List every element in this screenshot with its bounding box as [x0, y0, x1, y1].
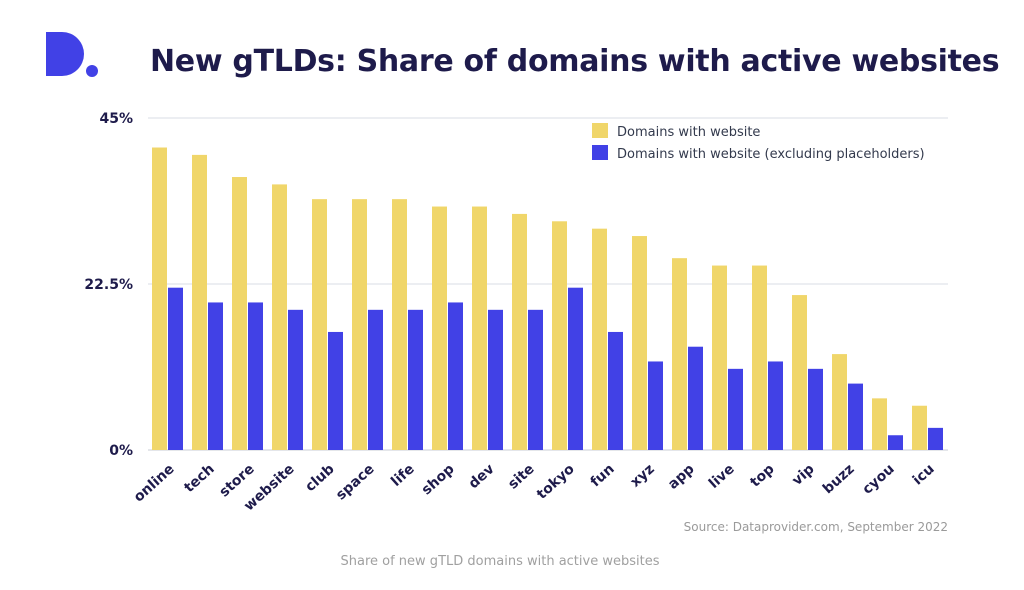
bars	[152, 147, 943, 450]
logo-dot	[86, 65, 98, 77]
bar-series1	[432, 206, 447, 450]
bar-series2	[208, 302, 223, 450]
x-tick-label: dev	[466, 461, 498, 492]
bar-series1	[712, 265, 727, 450]
x-tick-label: top	[747, 461, 777, 491]
bar-series2	[168, 287, 183, 450]
bar-series1	[792, 295, 807, 450]
bar-series2	[768, 361, 783, 450]
x-tick-label: tech	[181, 461, 217, 496]
legend-swatch	[592, 145, 608, 160]
x-tick-label: online	[131, 461, 178, 505]
gridlines	[148, 117, 948, 451]
bar-series1	[632, 236, 647, 450]
bar-series1	[152, 147, 167, 450]
bar-series2	[328, 331, 343, 450]
y-tick-label: 22.5%	[84, 277, 133, 293]
bar-series1	[192, 154, 207, 450]
bar-series1	[512, 213, 527, 450]
bar-series2	[648, 361, 663, 450]
bar-series2	[448, 302, 463, 450]
logo-d-shape	[46, 32, 84, 76]
chart-title: New gTLDs: Share of domains with active …	[150, 44, 1000, 79]
bar-series2	[248, 302, 263, 450]
bar-series1	[872, 398, 887, 450]
bar-series1	[352, 199, 367, 450]
dataprovider-logo	[46, 32, 98, 77]
bar-series1	[752, 265, 767, 450]
bar-series2	[728, 368, 743, 450]
x-tick-label: tokyo	[534, 461, 578, 503]
figure-caption: Share of new gTLD domains with active we…	[340, 554, 660, 569]
bar-series1	[232, 177, 247, 450]
legend-label: Domains with website	[617, 125, 760, 140]
legend: Domains with website Domains with website…	[592, 123, 925, 162]
x-tick-label: buzz	[820, 461, 858, 497]
bar-series2	[488, 309, 503, 450]
bar-series1	[912, 405, 927, 450]
bar-series2	[288, 309, 303, 450]
source-note: Source: Dataprovider.com, September 2022	[683, 520, 948, 534]
legend-swatch	[592, 123, 608, 138]
x-tick-label: xyz	[627, 461, 657, 490]
bar-series1	[672, 258, 687, 450]
bar-series1	[272, 184, 287, 450]
bar-series1	[552, 221, 567, 450]
y-tick-label: 0%	[109, 443, 133, 459]
bar-series2	[568, 287, 583, 450]
bar-series2	[888, 435, 903, 450]
x-tick-label: live	[706, 461, 738, 492]
x-tick-label: shop	[419, 461, 458, 498]
bar-series2	[528, 309, 543, 450]
bar-series2	[368, 309, 383, 450]
bar-series1	[392, 199, 407, 450]
x-tick-label: site	[505, 461, 538, 493]
bar-series2	[848, 383, 863, 450]
bar-series2	[608, 331, 623, 450]
x-tick-label: cyou	[859, 461, 897, 498]
y-axis-labels: 0% 22.5% 45%	[84, 111, 133, 459]
bar-series2	[688, 346, 703, 450]
x-tick-label: life	[388, 461, 417, 490]
x-tick-label: icu	[910, 461, 938, 488]
x-tick-label: vip	[789, 461, 818, 489]
legend-label: Domains with website (excluding placehol…	[617, 147, 925, 162]
bar-series2	[408, 309, 423, 450]
bar-series1	[832, 354, 847, 450]
x-tick-label: club	[302, 461, 337, 495]
bar-series1	[472, 206, 487, 450]
bar-series2	[808, 368, 823, 450]
x-tick-label: space	[333, 461, 378, 503]
bar-series1	[312, 199, 327, 450]
y-tick-label: 45%	[99, 111, 133, 127]
bar-series1	[592, 228, 607, 450]
x-tick-label: fun	[588, 461, 618, 490]
bar-series2	[928, 427, 943, 450]
x-tick-label: app	[665, 461, 698, 493]
